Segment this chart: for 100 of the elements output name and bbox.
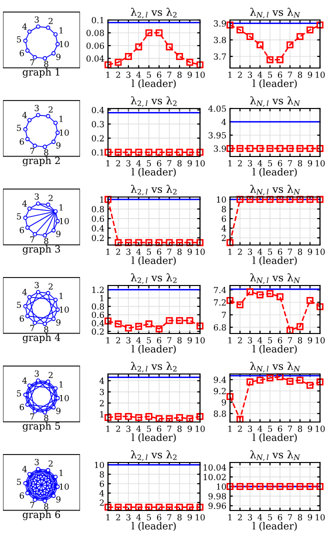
y-tick-label: 8	[100, 471, 104, 478]
text: 3	[34, 282, 39, 288]
chart-title: λ$_{2,l}$ vs λ$_{2}$	[130, 8, 177, 18]
x-tick-label: 10	[196, 160, 205, 166]
x-tick-label: 8	[298, 248, 302, 255]
x-tick-label: 8	[298, 426, 302, 432]
text: 6	[20, 226, 24, 234]
x-tick-label: 4	[258, 72, 262, 78]
x-tick-label: 1	[106, 72, 110, 78]
x-tick-label: 3	[126, 72, 130, 78]
y-tick-label: 4	[221, 225, 226, 232]
y-tick-label: 4	[99, 378, 104, 384]
x-tick-label: 3	[126, 248, 130, 255]
x-tick-label: 8	[298, 514, 302, 520]
x-tick-label: 5	[146, 514, 151, 520]
x-tick-label: 6	[157, 426, 162, 432]
point	[296, 323, 304, 330]
point	[276, 373, 284, 380]
x-tick-label: 2	[116, 426, 120, 432]
text: 10	[60, 40, 69, 48]
x-tick-label: 3	[248, 160, 252, 166]
x-tick-label: 7	[288, 72, 292, 78]
x-tick-label: 3	[248, 72, 252, 78]
text: 9	[56, 54, 60, 60]
caption: graph 4	[22, 334, 60, 344]
y-tick-label: 0.2	[92, 234, 104, 242]
y-tick-label: 7	[222, 312, 226, 318]
x-tick-label: 10	[196, 337, 205, 344]
text: 8	[44, 238, 48, 244]
text: 4	[22, 466, 27, 472]
text: 8	[44, 60, 48, 68]
x-tick-label: 8	[177, 514, 182, 520]
y-tick-label: 0.04	[86, 55, 104, 62]
x-tick-label: 9	[188, 160, 192, 166]
x-tick-label: 9	[308, 248, 312, 255]
x-axis-title: l (leader)	[132, 256, 176, 266]
text: 9	[56, 496, 60, 503]
x-tick-label: 1	[106, 160, 110, 166]
point	[196, 322, 204, 330]
x-tick-label: 7	[167, 160, 172, 166]
chart-title: λ$_{N,l}$ vs λ$_{N}$	[250, 362, 300, 372]
x-axis-title: l (leader)	[252, 345, 297, 354]
x-tick-label: 10	[196, 426, 205, 432]
point	[226, 21, 234, 28]
point	[316, 303, 324, 310]
chart-title: λ$_{N,l}$ vs λ$_{N}$	[250, 450, 300, 461]
y-tick-label: 6.8	[214, 324, 226, 331]
text: 1	[60, 204, 63, 210]
y-tick-label: 10	[94, 462, 104, 468]
x-tick-label: 2	[238, 426, 242, 432]
x-tick-label: 1	[228, 72, 232, 78]
chart-title: λ$_{N,l}$ vs λ$_{N}$	[250, 8, 300, 18]
text: 6	[20, 492, 24, 499]
x-tick-label: 5	[146, 337, 151, 344]
x-tick-label: 5	[268, 337, 272, 344]
x-tick-label: 5	[146, 248, 151, 255]
y-tick-label: 0.4	[92, 225, 104, 232]
x-axis-title: l (leader)	[132, 522, 176, 531]
y-tick-label: 9.4	[214, 376, 226, 383]
x-tick-label: 6	[278, 426, 282, 432]
point	[236, 26, 244, 34]
x-tick-label: 4	[258, 337, 262, 344]
x-tick-label: 1	[228, 514, 232, 520]
y-tick-label: 4	[99, 490, 104, 496]
x-tick-label: 5	[268, 426, 272, 432]
point	[186, 317, 194, 324]
x-tick-label: 4	[136, 160, 141, 166]
x-tick-label: 5	[146, 72, 151, 78]
chart-title: λ$_{2,l}$ vs λ$_{2}$	[130, 273, 177, 284]
chart-title: λ$_{N,l}$ vs λ$_{N}$	[250, 184, 300, 196]
x-tick-label: 4	[258, 514, 262, 520]
chart-title: λ$_{2,l}$ vs λ$_{2}$	[130, 184, 177, 196]
y-tick-label: 4.05	[208, 105, 226, 112]
x-tick-label: 3	[126, 337, 130, 344]
x-tick-label: 3	[248, 514, 252, 520]
chart-title: λ$_{N,l}$ vs λ$_{N}$	[250, 96, 300, 107]
point	[196, 61, 204, 68]
caption: graph 2	[22, 156, 60, 166]
x-tick-label: 7	[288, 337, 292, 344]
x-tick-label: 6	[157, 248, 162, 255]
text: 5	[16, 124, 21, 132]
x-tick-label: 2	[238, 337, 242, 344]
y-tick-label: 0.06	[86, 42, 104, 49]
y-tick-label: 3.9	[214, 145, 226, 152]
x-tick-label: 4	[136, 426, 141, 432]
point	[226, 296, 234, 304]
x-tick-label: 4	[258, 160, 262, 166]
text: 10	[60, 483, 69, 490]
point	[306, 26, 314, 34]
x-axis-title: l (leader)	[132, 434, 176, 442]
y-tick-label: 0.2	[92, 135, 104, 142]
x-tick-label: 6	[278, 72, 282, 78]
point	[266, 374, 274, 382]
y-tick-label: 0.6	[92, 216, 104, 222]
y-tick-label: 0.3	[92, 121, 104, 128]
point	[124, 53, 132, 60]
text: 4	[22, 112, 27, 118]
x-tick-label: 7	[288, 248, 292, 255]
text: 7	[30, 236, 34, 243]
point	[156, 325, 163, 332]
